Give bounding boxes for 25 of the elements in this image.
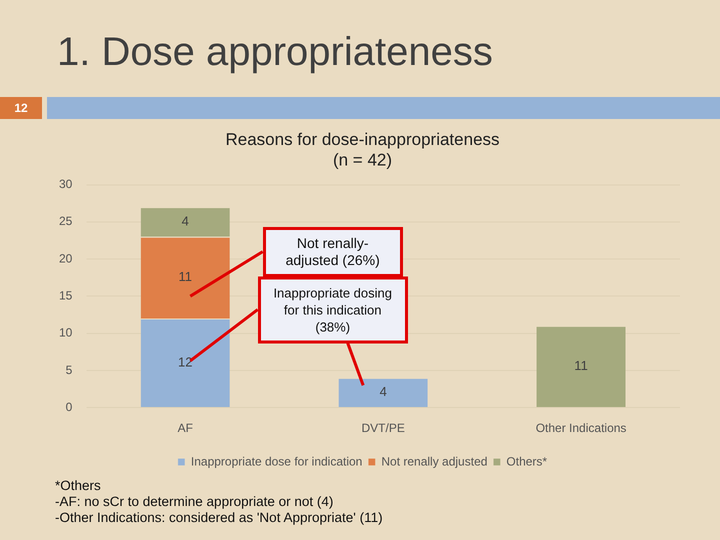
y-tick-label: 15 bbox=[58, 288, 73, 303]
text: -AF: no sCr to determine appropriate or not (4) bbox=[55, 494, 334, 510]
callout-box: Not renally-adjusted (26%) bbox=[262, 226, 403, 277]
data-label: 11 bbox=[178, 269, 192, 284]
legend-label: Inappropriate dose for indication bbox=[190, 454, 362, 468]
x-tick-label: DVT/PE bbox=[362, 421, 405, 436]
chart-title: 1. Dose appropriateness bbox=[57, 30, 493, 75]
y-tick-label: 25 bbox=[58, 214, 73, 228]
y-tick-label: 20 bbox=[58, 251, 73, 266]
y-tick-label: 30 bbox=[58, 177, 73, 192]
callout-box: Inappropriate dosing for this indication (38%) bbox=[258, 276, 408, 344]
data-label: 4 bbox=[182, 214, 189, 229]
text: 12 bbox=[0, 97, 42, 119]
text: *Others bbox=[55, 478, 102, 494]
data-label: 4 bbox=[380, 384, 387, 400]
legend-label: Others* bbox=[506, 454, 548, 468]
data-label: 11 bbox=[574, 358, 588, 374]
y-tick-label: 0 bbox=[66, 400, 73, 414]
chart-subtitle: Reasons for dose-inappropriateness (n = 42) bbox=[225, 130, 500, 170]
x-tick-label: Other Indications bbox=[536, 421, 626, 436]
legend-label: Not renally adjusted bbox=[381, 454, 488, 468]
x-tick-label: AF bbox=[178, 421, 193, 436]
y-tick-label: 10 bbox=[58, 326, 73, 340]
text: -Other Indications: considered as 'Not Appropriate' (11) bbox=[55, 510, 383, 526]
y-tick-label: 5 bbox=[66, 362, 73, 377]
